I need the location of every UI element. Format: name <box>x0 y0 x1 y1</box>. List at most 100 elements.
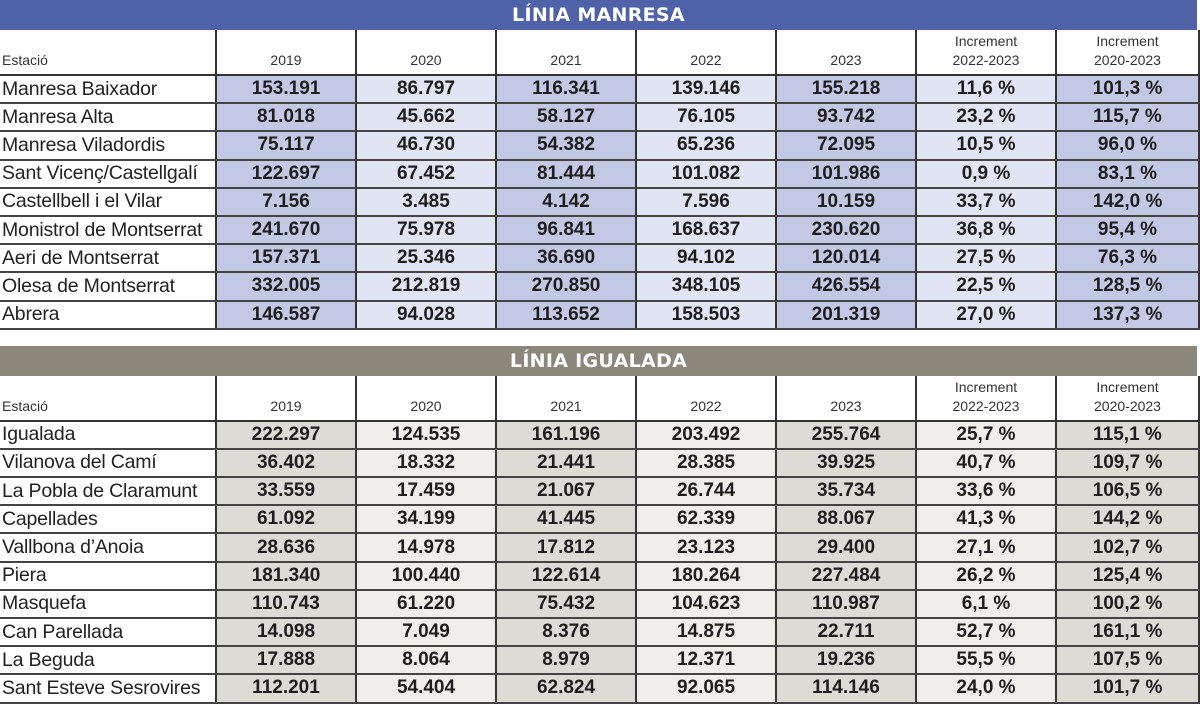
cell-2019: 146.587 <box>215 300 356 330</box>
table-row: Manresa Viladordis 75.117 46.730 54.382 65.2… <box>0 131 1200 161</box>
linia-manresa-rows: Manresa Baixador 153.191 86.797 116.341 139.… <box>0 75 1200 330</box>
cell-increment-2020-2023: 83,1 % <box>1055 159 1200 189</box>
cell-2021: 4.142 <box>495 187 636 217</box>
cell-2020: 212.819 <box>355 272 496 302</box>
cell-2019: 14.098 <box>215 618 356 648</box>
cell-2020: 45.662 <box>355 103 496 133</box>
header-station: Estació <box>0 375 216 422</box>
cell-increment-2022-2023: 40,7 % <box>915 448 1056 479</box>
cell-2023: 426.554 <box>775 272 916 302</box>
linia-igualada-title: LÍNIA IGUALADA <box>0 345 1197 376</box>
cell-2020: 61.220 <box>355 589 496 620</box>
header-increment-2022-2023: Increment 2022-2023 <box>915 375 1056 422</box>
cell-station: Castellbell i el Vilar <box>0 187 216 217</box>
header-2021: 2021 <box>495 375 636 422</box>
cell-2021: 21.067 <box>495 477 636 507</box>
cell-station: Manresa Viladordis <box>0 131 216 161</box>
cell-2022: 62.339 <box>635 505 776 535</box>
cell-station: Sant Esteve Sesrovires <box>0 674 216 704</box>
cell-2022: 7.596 <box>635 187 776 217</box>
header-2019: 2019 <box>215 30 356 76</box>
cell-increment-2020-2023: 101,3 % <box>1055 75 1200 105</box>
header-2023: 2023 <box>775 375 916 422</box>
cell-2021: 270.850 <box>495 272 636 302</box>
cell-station: Sant Vicenç/Castellgalí <box>0 159 216 189</box>
cell-2019: 153.191 <box>215 75 356 105</box>
cell-increment-2020-2023: 109,7 % <box>1055 448 1200 479</box>
cell-2023: 93.742 <box>775 103 916 133</box>
cell-2021: 8.979 <box>495 646 636 676</box>
linia-manresa-title: LÍNIA MANRESA <box>0 0 1197 30</box>
cell-increment-2022-2023: 25,7 % <box>915 420 1056 450</box>
cell-2023: 230.620 <box>775 215 916 246</box>
cell-2022: 104.623 <box>635 589 776 620</box>
header-increment-2022-2023: Increment 2022-2023 <box>915 30 1056 76</box>
header-increment-2020-2023: Increment 2020-2023 <box>1055 375 1200 422</box>
cell-2023: 227.484 <box>775 561 916 591</box>
cell-2020: 8.064 <box>355 646 496 676</box>
cell-increment-2020-2023: 144,2 % <box>1055 505 1200 535</box>
cell-increment-2022-2023: 24,0 % <box>915 674 1056 704</box>
header-line2: 2022-2023 <box>952 397 1020 414</box>
cell-2023: 19.236 <box>775 646 916 676</box>
table-row: Vallbona d’Anoia 28.636 14.978 17.812 23.123… <box>0 533 1200 563</box>
cell-increment-2020-2023: 106,5 % <box>1055 477 1200 507</box>
header-2020: 2020 <box>355 375 496 422</box>
cell-2021: 54.382 <box>495 131 636 161</box>
cell-increment-2020-2023: 100,2 % <box>1055 589 1200 620</box>
cell-2021: 122.614 <box>495 561 636 591</box>
cell-2022: 139.146 <box>635 75 776 105</box>
table-row: Masquefa 110.743 61.220 75.432 104.623 110.98… <box>0 589 1200 620</box>
header-line1: Increment <box>1096 378 1159 395</box>
cell-2019: 17.888 <box>215 646 356 676</box>
cell-station: Manresa Alta <box>0 103 216 133</box>
cell-increment-2022-2023: 33,7 % <box>915 187 1056 217</box>
table-row: Monistrol de Montserrat 241.670 75.978 96.8… <box>0 215 1200 246</box>
cell-increment-2022-2023: 27,5 % <box>915 244 1056 274</box>
cell-2020: 3.485 <box>355 187 496 217</box>
cell-2020: 67.452 <box>355 159 496 189</box>
linia-manresa-table: Estació 2019 2020 2021 2022 2023 Increme… <box>0 30 1200 330</box>
cell-station: Aeri de Montserrat <box>0 244 216 274</box>
cell-increment-2022-2023: 36,8 % <box>915 215 1056 246</box>
header-2023: 2023 <box>775 30 916 76</box>
cell-2022: 65.236 <box>635 131 776 161</box>
cell-station: Piera <box>0 561 216 591</box>
cell-increment-2022-2023: 23,2 % <box>915 103 1056 133</box>
cell-station: Abrera <box>0 300 216 330</box>
cell-2020: 25.346 <box>355 244 496 274</box>
cell-2023: 101.986 <box>775 159 916 189</box>
header-line1: Increment <box>1096 33 1159 49</box>
cell-2023: 10.159 <box>775 187 916 217</box>
cell-2020: 100.440 <box>355 561 496 591</box>
cell-2021: 62.824 <box>495 674 636 704</box>
cell-2022: 203.492 <box>635 420 776 450</box>
cell-2019: 181.340 <box>215 561 356 591</box>
cell-increment-2020-2023: 102,7 % <box>1055 533 1200 563</box>
table-header-row: Estació 2019 2020 2021 2022 2023 Increme… <box>0 30 1200 76</box>
table-row: Can Parellada 14.098 7.049 8.376 14.875 22.71… <box>0 618 1200 648</box>
cell-2022: 76.105 <box>635 103 776 133</box>
header-line2: 2022-2023 <box>952 52 1020 68</box>
section-gap <box>0 330 1200 346</box>
cell-2019: 222.297 <box>215 420 356 450</box>
cell-2022: 94.102 <box>635 244 776 274</box>
cell-2019: 332.005 <box>215 272 356 302</box>
cell-increment-2020-2023: 96,0 % <box>1055 131 1200 161</box>
linia-manresa-section: LÍNIA MANRESA Estació 2019 2020 2021 202… <box>0 0 1200 330</box>
cell-2023: 114.146 <box>775 674 916 704</box>
cell-increment-2022-2023: 26,2 % <box>915 561 1056 591</box>
cell-increment-2020-2023: 115,1 % <box>1055 420 1200 450</box>
cell-2019: 241.670 <box>215 215 356 246</box>
cell-station: Vallbona d’Anoia <box>0 533 216 563</box>
table-row: Sant Esteve Sesrovires 112.201 54.404 62.82… <box>0 674 1200 704</box>
cell-2022: 180.264 <box>635 561 776 591</box>
cell-2023: 22.711 <box>775 618 916 648</box>
table-row: Manresa Alta 81.018 45.662 58.127 76.105 93.7… <box>0 103 1200 133</box>
cell-increment-2020-2023: 115,7 % <box>1055 103 1200 133</box>
linia-igualada-table: Estació 2019 2020 2021 2022 2023 Increme… <box>0 375 1200 704</box>
cell-station: Vilanova del Camí <box>0 448 216 479</box>
cell-2019: 110.743 <box>215 589 356 620</box>
cell-2020: 94.028 <box>355 300 496 330</box>
cell-station: Masquefa <box>0 589 216 620</box>
